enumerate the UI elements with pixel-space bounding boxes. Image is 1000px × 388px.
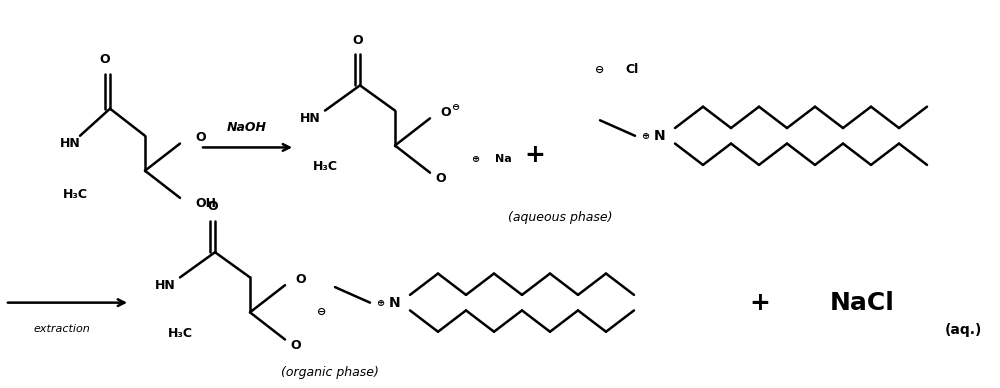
Text: N: N [389, 296, 401, 310]
Text: O: O [208, 200, 218, 213]
Text: +: + [525, 143, 545, 167]
Text: ⊕: ⊕ [471, 154, 479, 164]
Text: OH: OH [195, 197, 216, 210]
Text: Na: Na [495, 154, 512, 164]
Text: (aqueous phase): (aqueous phase) [508, 211, 612, 224]
Text: HN: HN [300, 112, 320, 125]
Text: +: + [750, 291, 770, 315]
Text: H₃C: H₃C [168, 327, 192, 340]
Text: H₃C: H₃C [312, 160, 338, 173]
Text: O: O [295, 273, 306, 286]
Text: N: N [654, 129, 666, 143]
Text: ⊕: ⊕ [376, 298, 384, 308]
Text: O: O [195, 131, 206, 144]
Text: ⊖: ⊖ [595, 65, 605, 75]
Text: NaCl: NaCl [830, 291, 895, 315]
Text: H₃C: H₃C [63, 187, 88, 201]
Text: O: O [440, 106, 451, 119]
Text: (organic phase): (organic phase) [281, 366, 379, 379]
Text: (aq.): (aq.) [945, 323, 982, 337]
Text: O: O [353, 33, 363, 47]
Text: ⊖: ⊖ [451, 102, 459, 112]
Text: O: O [435, 172, 446, 185]
Text: extraction: extraction [34, 324, 90, 334]
Text: Cl: Cl [625, 63, 638, 76]
Text: HN: HN [60, 137, 80, 150]
Text: O: O [100, 53, 110, 66]
Text: O: O [290, 339, 301, 352]
Text: ⊕: ⊕ [641, 131, 649, 141]
Text: HN: HN [155, 279, 175, 292]
Text: NaOH: NaOH [227, 121, 267, 134]
Text: ⊖: ⊖ [317, 307, 327, 317]
